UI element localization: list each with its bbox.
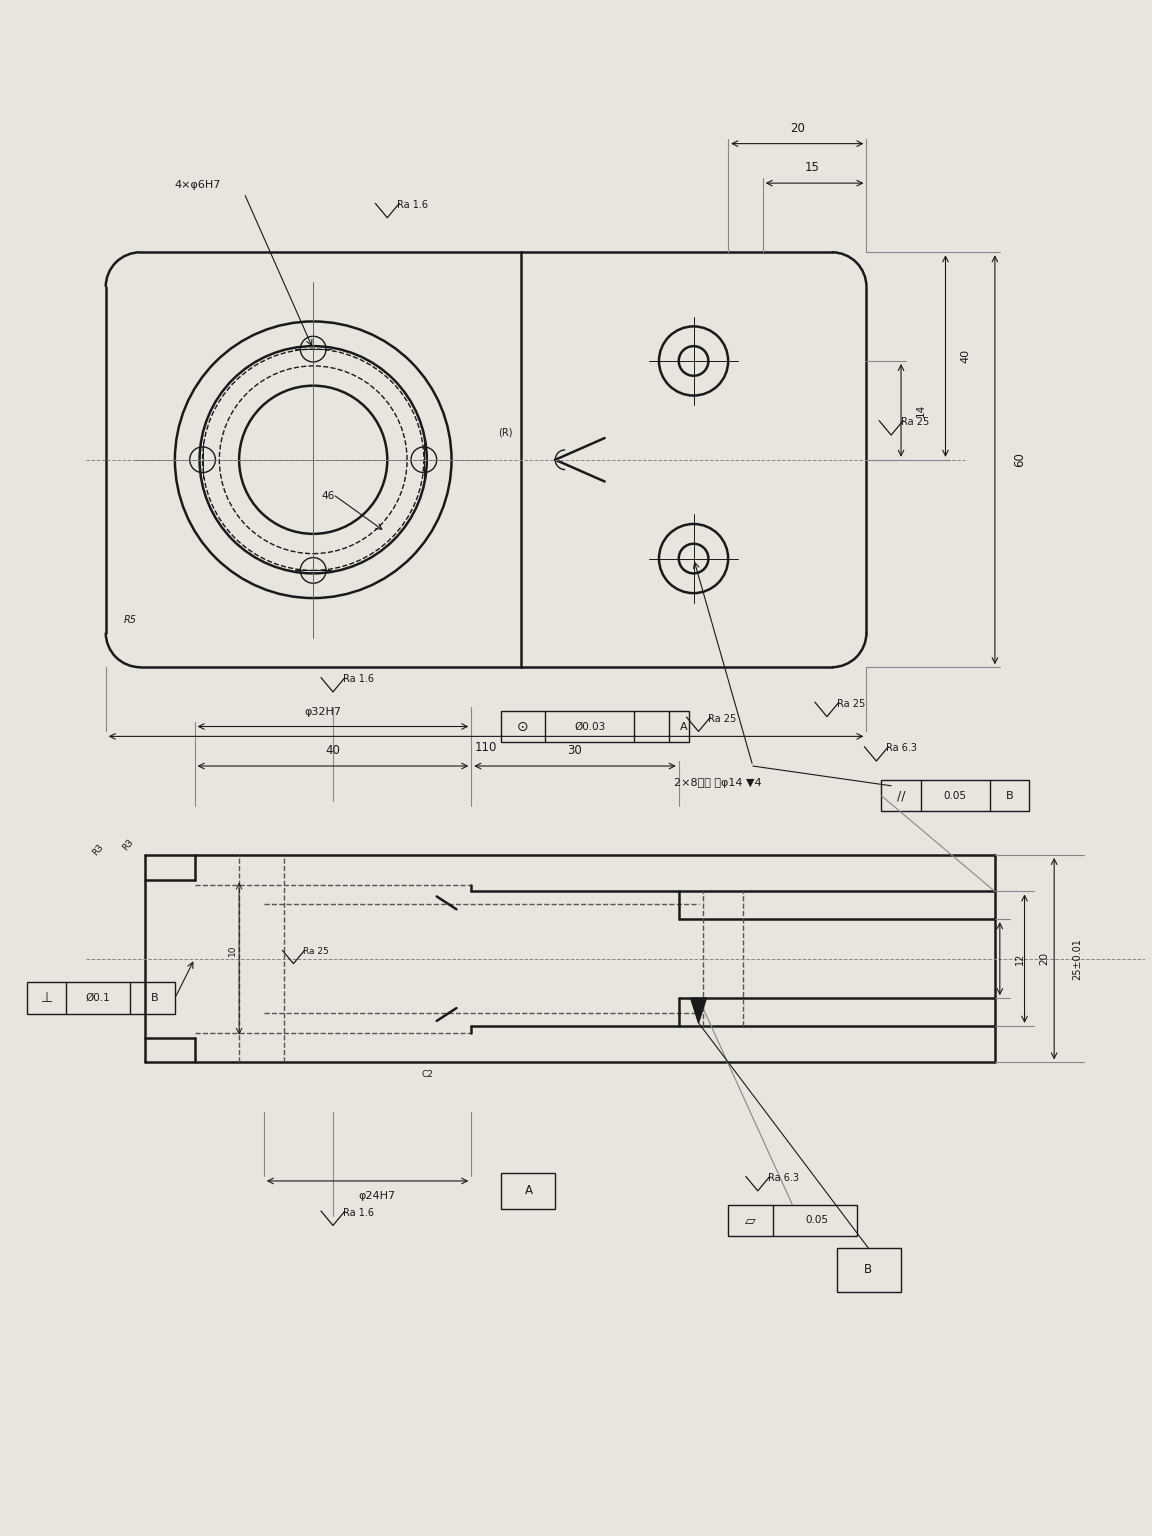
Text: 10: 10 [228, 945, 236, 955]
Text: 46: 46 [321, 492, 334, 501]
Text: Ra 1.6: Ra 1.6 [343, 674, 374, 684]
Text: R3: R3 [91, 842, 106, 857]
Text: Ra 6.3: Ra 6.3 [767, 1174, 798, 1183]
Text: 60: 60 [1013, 452, 1025, 467]
Text: A: A [680, 722, 688, 731]
Text: B: B [1006, 791, 1014, 800]
Text: 25±0.01: 25±0.01 [1073, 938, 1082, 980]
Text: 40: 40 [961, 349, 970, 362]
Text: 0.05: 0.05 [805, 1215, 828, 1226]
Text: 2×8キリ ⌴φ14 ▼4: 2×8キリ ⌴φ14 ▼4 [674, 777, 761, 788]
Text: 20: 20 [790, 121, 805, 135]
Text: ▱: ▱ [744, 1213, 756, 1227]
Text: (R): (R) [499, 427, 513, 438]
Text: φ24H7: φ24H7 [359, 1190, 396, 1201]
Text: R5: R5 [123, 614, 137, 625]
Text: Ra 1.6: Ra 1.6 [397, 200, 429, 210]
Text: Ra 25: Ra 25 [708, 714, 736, 723]
Text: 110: 110 [475, 742, 498, 754]
Text: ⊙: ⊙ [517, 719, 529, 734]
Text: Ra 25: Ra 25 [901, 418, 930, 427]
Text: Ø0.03: Ø0.03 [574, 722, 606, 731]
Text: C2: C2 [422, 1071, 434, 1080]
Text: Ra 6.3: Ra 6.3 [886, 743, 917, 753]
Text: 20: 20 [1039, 952, 1049, 965]
Text: φ32H7: φ32H7 [304, 707, 342, 717]
Text: B: B [151, 994, 159, 1003]
Text: 12: 12 [1015, 952, 1024, 965]
Text: 0.05: 0.05 [943, 791, 967, 800]
Text: 14: 14 [916, 404, 926, 416]
Text: 30: 30 [568, 743, 583, 757]
Text: 40: 40 [326, 743, 340, 757]
Text: Ø0.1: Ø0.1 [85, 994, 111, 1003]
Text: ⊥: ⊥ [40, 991, 53, 1005]
Text: Ra 25: Ra 25 [303, 946, 329, 955]
Text: B: B [864, 1264, 872, 1276]
Text: //: // [896, 790, 905, 802]
Text: Ra 1.6: Ra 1.6 [343, 1207, 374, 1218]
Text: A: A [524, 1184, 532, 1198]
Text: 15: 15 [805, 161, 819, 174]
Text: R3: R3 [121, 837, 135, 852]
Polygon shape [690, 998, 706, 1023]
Text: Ra 25: Ra 25 [836, 699, 865, 708]
Text: 4×φ6H7: 4×φ6H7 [175, 180, 221, 190]
